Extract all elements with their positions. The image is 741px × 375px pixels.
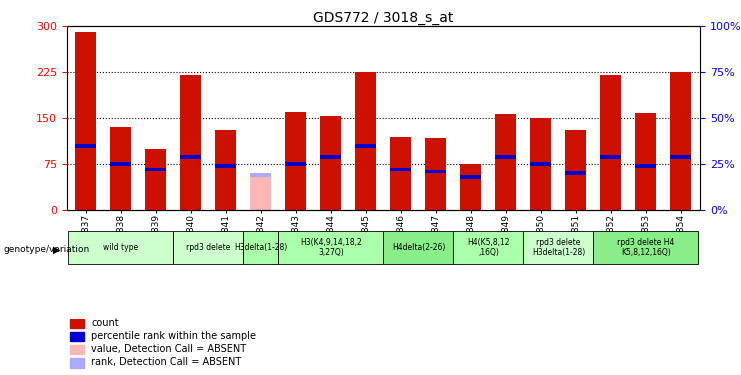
Bar <box>671 155 691 159</box>
Bar <box>70 332 84 341</box>
Bar <box>531 118 551 210</box>
Bar <box>285 162 307 166</box>
Text: H3(K4,9,14,18,2
3,27Q): H3(K4,9,14,18,2 3,27Q) <box>300 238 362 257</box>
Bar <box>600 75 622 210</box>
Bar <box>496 155 516 159</box>
Bar <box>460 164 482 210</box>
Title: GDS772 / 3018_s_at: GDS772 / 3018_s_at <box>313 11 453 25</box>
Bar <box>594 231 699 264</box>
Bar <box>391 168 411 171</box>
Bar <box>145 168 167 171</box>
Bar <box>636 164 657 168</box>
Bar <box>70 358 84 368</box>
Bar <box>68 231 173 264</box>
Bar <box>425 170 447 173</box>
Bar <box>70 345 84 354</box>
Bar <box>250 173 271 210</box>
Bar <box>244 231 279 264</box>
Text: H4delta(2-26): H4delta(2-26) <box>392 243 445 252</box>
Bar <box>356 144 376 147</box>
Bar <box>216 130 236 210</box>
Text: count: count <box>91 318 119 328</box>
Bar <box>285 112 307 210</box>
Bar <box>110 162 131 166</box>
Bar <box>565 130 586 210</box>
Bar <box>320 116 342 210</box>
Bar <box>279 231 384 264</box>
Bar <box>391 136 411 210</box>
Bar <box>173 231 244 264</box>
Bar <box>181 155 202 159</box>
Bar <box>320 155 342 159</box>
Text: genotype/variation: genotype/variation <box>4 245 90 254</box>
Bar <box>600 155 622 159</box>
Text: rpd3 delete H4
K5,8,12,16Q): rpd3 delete H4 K5,8,12,16Q) <box>617 238 674 257</box>
Bar <box>425 138 447 210</box>
Bar <box>671 72 691 210</box>
Bar <box>531 162 551 166</box>
Text: H3delta(1-28): H3delta(1-28) <box>234 243 288 252</box>
Text: ▶: ▶ <box>53 244 61 254</box>
Text: wild type: wild type <box>104 243 139 252</box>
Bar <box>70 319 84 328</box>
Bar <box>76 144 96 147</box>
Bar <box>636 113 657 210</box>
Bar <box>76 32 96 210</box>
Bar <box>216 164 236 168</box>
Text: value, Detection Call = ABSENT: value, Detection Call = ABSENT <box>91 344 246 354</box>
Bar <box>453 231 523 264</box>
Bar <box>110 128 131 210</box>
Bar <box>145 149 167 210</box>
Text: rpd3 delete
H3delta(1-28): rpd3 delete H3delta(1-28) <box>532 238 585 257</box>
Bar <box>384 231 453 264</box>
Text: rank, Detection Call = ABSENT: rank, Detection Call = ABSENT <box>91 357 242 367</box>
Text: percentile rank within the sample: percentile rank within the sample <box>91 331 256 341</box>
Bar <box>356 72 376 210</box>
Bar <box>523 231 594 264</box>
Bar <box>496 114 516 210</box>
Bar <box>460 175 482 179</box>
Text: rpd3 delete: rpd3 delete <box>186 243 230 252</box>
Bar <box>565 171 586 175</box>
Text: H4(K5,8,12
,16Q): H4(K5,8,12 ,16Q) <box>468 238 510 257</box>
Bar <box>181 75 202 210</box>
Bar <box>250 173 271 177</box>
